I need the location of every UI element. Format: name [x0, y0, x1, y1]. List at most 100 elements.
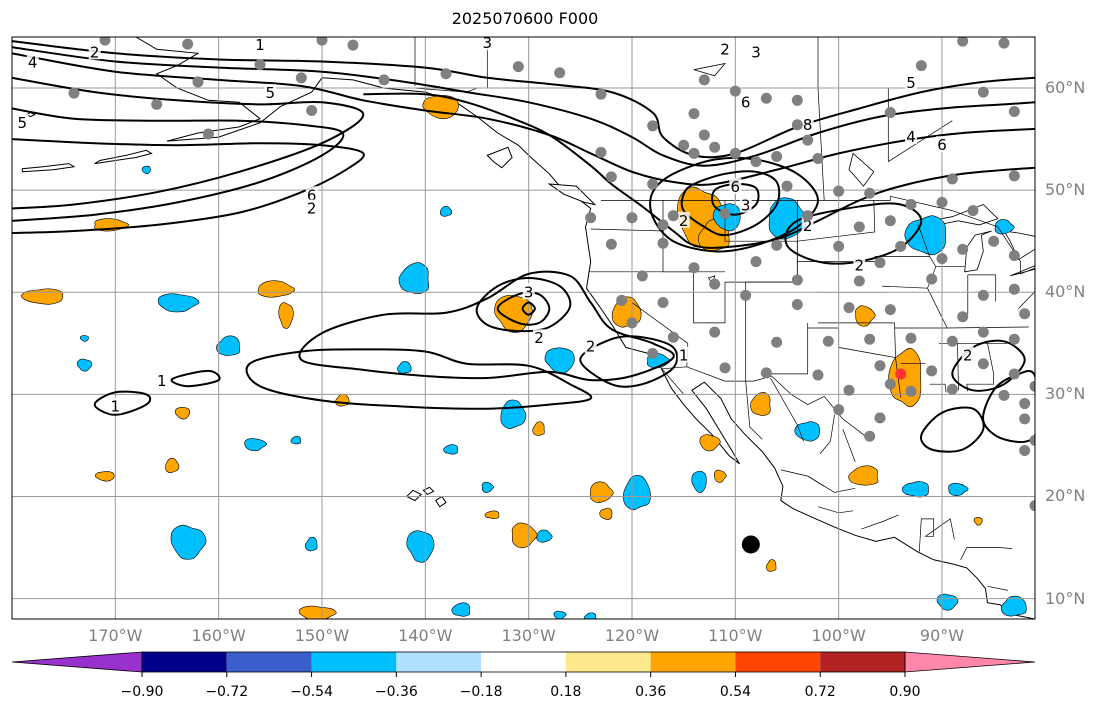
latitude-label: 30°N — [1045, 384, 1086, 404]
negative-anomaly-area — [500, 399, 527, 429]
observation-point — [884, 107, 896, 119]
border-line — [842, 428, 856, 462]
contour-label: 2 — [963, 347, 973, 365]
longitude-label: 130°W — [501, 626, 556, 645]
colorbar-segment — [311, 652, 397, 672]
observation-point — [946, 173, 958, 185]
contour-label: 6 — [937, 136, 947, 154]
island — [422, 486, 435, 496]
negative-anomaly-area — [244, 438, 268, 452]
longitude-label: 120°W — [604, 626, 660, 645]
contour-label-bg — [26, 53, 39, 70]
contour-label: 5 — [266, 84, 276, 102]
border-line — [797, 200, 876, 242]
observation-point — [688, 147, 700, 159]
contour-label: 3 — [741, 196, 751, 214]
observation-point — [833, 185, 845, 197]
colorbar-tick-label: −0.36 — [374, 684, 418, 700]
contour-line — [12, 76, 365, 210]
latitude-label: 50°N — [1045, 180, 1086, 200]
contour-label-bg — [936, 136, 948, 153]
border-line — [894, 322, 902, 398]
observation-point — [1029, 500, 1035, 512]
positive-anomaly-area — [855, 305, 876, 327]
contour-label-bg — [584, 337, 597, 354]
contour-label: 3 — [751, 43, 761, 61]
negative-anomaly-area — [768, 197, 808, 240]
negative-anomaly-area — [305, 536, 318, 552]
longitude-label: 170°W — [88, 626, 143, 645]
observation-point — [915, 60, 927, 72]
contour-line — [12, 46, 1035, 167]
observation-point — [864, 430, 876, 442]
gridlines-layer — [12, 37, 1035, 619]
observation-point — [977, 289, 989, 301]
observation-point — [791, 274, 803, 286]
negative-anomaly-area — [691, 470, 707, 493]
contour-label: 6 — [741, 93, 751, 111]
observation-point — [647, 348, 659, 360]
observation-point — [709, 326, 721, 338]
contour-layer — [12, 40, 1035, 453]
observation-point — [626, 212, 638, 224]
positive-anomaly-area — [599, 507, 613, 521]
negative-anomaly-area — [406, 530, 435, 563]
negative-anomaly-area — [79, 335, 89, 342]
positive-anomaly-area — [21, 288, 64, 305]
border-line — [745, 200, 798, 382]
contour-line — [475, 276, 572, 333]
positive-anomaly-area — [165, 458, 180, 474]
observation-point — [905, 198, 917, 210]
border-line — [590, 228, 665, 232]
negative-anomaly-area — [443, 444, 458, 455]
contour-label-bg — [750, 43, 762, 60]
contour-label-bg — [801, 115, 814, 132]
contour-label: 6 — [307, 186, 317, 204]
observation-point — [688, 108, 700, 120]
island — [435, 495, 447, 508]
longitude-label: 160°W — [191, 626, 246, 645]
map-frame — [11, 36, 1036, 620]
contour-label: 5 — [906, 74, 916, 92]
observation-point — [709, 141, 721, 153]
border-line — [770, 322, 809, 375]
contour-label-bg — [677, 211, 690, 228]
contour-line — [579, 335, 679, 388]
contour-label-bg — [719, 40, 731, 57]
colorbar-segment — [396, 652, 482, 672]
observation-point — [719, 208, 731, 220]
contour-label-bg — [739, 196, 752, 213]
positive-anomaly-area — [174, 406, 191, 420]
observation-point — [1008, 333, 1020, 345]
observation-point — [946, 383, 958, 395]
positive-anomaly-area — [699, 434, 721, 452]
island — [547, 183, 597, 206]
positive-anomaly-area — [257, 280, 295, 298]
contour-label: 2 — [720, 40, 730, 58]
observation-point — [347, 39, 359, 51]
observation-point — [822, 335, 834, 347]
observation-point — [605, 171, 617, 183]
contour-label-bg — [305, 186, 318, 203]
positive-anomaly-area — [750, 391, 771, 416]
contour-line — [680, 170, 781, 237]
observation-point — [781, 180, 793, 192]
lake — [964, 230, 992, 273]
observation-point — [812, 369, 824, 381]
observation-point — [647, 120, 659, 132]
observation-point — [864, 187, 876, 199]
positive-anomaly-area — [532, 421, 545, 436]
observation-point — [667, 331, 679, 343]
border-line — [819, 414, 835, 454]
lake — [1003, 230, 1035, 261]
contour-label-bg — [522, 283, 535, 300]
colorbar-tick-label: 0.72 — [804, 684, 836, 700]
observation-point — [905, 385, 917, 397]
observation-point — [1008, 250, 1020, 262]
observation-point — [977, 326, 989, 338]
contour-line — [245, 348, 593, 410]
contour-line — [982, 370, 1035, 444]
colorbar-tick-label: −0.54 — [290, 684, 333, 700]
observation-point — [667, 210, 679, 222]
